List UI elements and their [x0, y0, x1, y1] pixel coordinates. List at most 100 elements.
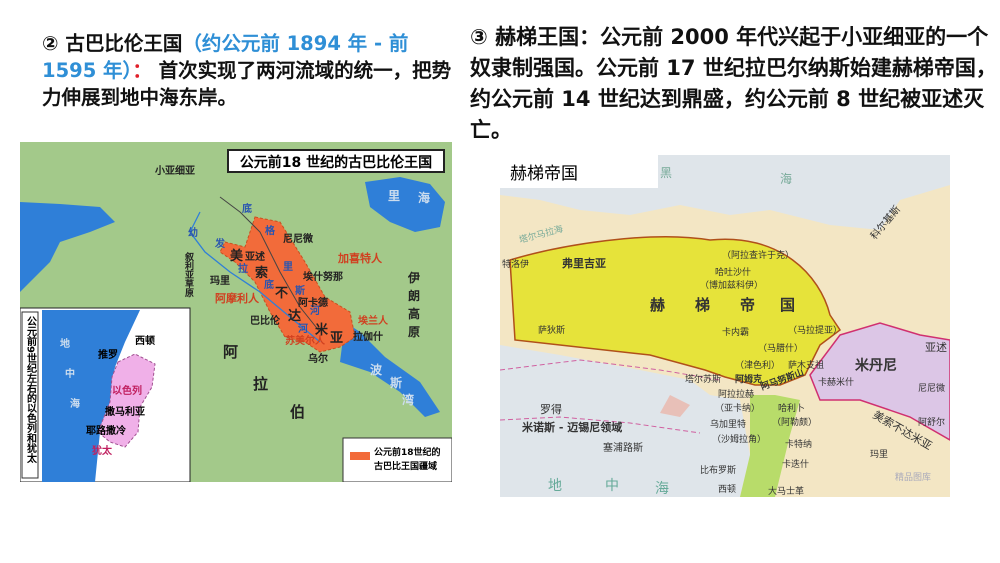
- label: 底: [242, 202, 252, 215]
- label: 犹太: [92, 444, 113, 457]
- label: （津色利）: [735, 359, 780, 371]
- label: 亚述: [245, 250, 265, 263]
- label: 格: [265, 224, 276, 237]
- label: 海: [655, 481, 669, 497]
- section-number: ③: [470, 25, 488, 49]
- label: 哈利卜: [778, 402, 805, 414]
- label: 斯: [390, 375, 402, 390]
- label: 达: [288, 308, 301, 324]
- colon: ：: [132, 59, 152, 82]
- label: 巴比伦: [250, 314, 281, 327]
- label: 斯: [295, 284, 305, 297]
- label: （博加兹科伊）: [700, 279, 763, 291]
- label: 波: [370, 362, 383, 377]
- watermark: 精品图库: [895, 471, 931, 483]
- label: 索: [255, 265, 268, 281]
- map-title-box: [500, 155, 658, 188]
- map-title: 公元前18 世纪的古巴比伦王国: [240, 154, 432, 171]
- label: 特洛伊: [502, 258, 529, 270]
- label: 米诺斯 - 迈锡尼领域: [521, 420, 622, 434]
- label: 地: [548, 478, 562, 494]
- label: 米丹尼: [855, 357, 897, 374]
- label: 乌加里特: [710, 418, 746, 430]
- map-title: 赫梯帝国: [510, 164, 578, 184]
- label: 里: [388, 188, 400, 203]
- label: 海: [780, 171, 792, 186]
- label: 梯: [695, 296, 710, 314]
- hittite-map: 赫梯帝国 黑 海 科尔基斯 弗里吉亚 特洛伊 塔尔马拉海 赫 梯 帝 国 （阿拉…: [500, 155, 950, 497]
- label: 埃兰人: [358, 314, 389, 327]
- section-number: ②: [42, 32, 59, 55]
- label: 塔尔苏斯: [685, 373, 721, 385]
- map-labels: 小亚细亚 里 海 底 格 里 斯 河 幼 发 拉 底 河 尼尼微 亚述 加喜特人…: [154, 164, 430, 421]
- label: 底: [264, 278, 274, 291]
- label: 叙利亚草原: [183, 251, 195, 298]
- section-title: 古巴比伦王国: [65, 32, 183, 55]
- label: 大马士革: [768, 485, 804, 497]
- label: 中: [605, 478, 619, 494]
- label: （阿勒颇）: [772, 416, 817, 428]
- label: 湾: [402, 392, 414, 407]
- label: 卡赫米什: [818, 376, 854, 388]
- label: 西顿: [718, 483, 736, 495]
- label: （沙姆拉角）: [712, 433, 766, 445]
- label: 小亚细亚: [154, 164, 195, 177]
- legend-text: 古巴比王国疆域: [374, 460, 437, 472]
- babylon-heading: ② 古巴比伦王国（约公元前 1894 年 - 前 1595 年）： 首次实现了两…: [42, 30, 462, 111]
- label: 苏美尔人: [285, 334, 326, 347]
- label: 塞浦路斯: [603, 441, 643, 454]
- label: 弗里吉亚: [562, 256, 606, 270]
- label: 不: [275, 286, 288, 301]
- label: 阿舒尔: [918, 416, 945, 428]
- label: 朗: [408, 288, 420, 303]
- label: 萨狄斯: [538, 324, 565, 336]
- label: 阿: [223, 343, 238, 361]
- label: 海: [70, 397, 80, 410]
- label: 撒马利亚: [105, 405, 145, 418]
- babylon-map: 公元前18 世纪的古巴比伦王国 小亚细亚 里 海 底 格 里 斯 河 幼 发 拉…: [20, 142, 452, 482]
- label: 阿卡德: [298, 296, 328, 309]
- legend-text: 公元前18世纪的: [374, 446, 441, 458]
- label: 国: [780, 296, 795, 314]
- label: 阿姆克: [735, 373, 762, 385]
- label: 阿摩利人: [215, 291, 260, 305]
- label: 地: [60, 337, 70, 350]
- label: 比布罗斯: [700, 464, 736, 476]
- label: 拉: [238, 262, 248, 275]
- label: 海: [418, 190, 430, 205]
- label: 幼: [188, 226, 198, 239]
- label: 玛里: [870, 449, 888, 460]
- label: （马腊什）: [758, 342, 803, 354]
- label: 以色列: [112, 384, 142, 397]
- inset-map: 公元前9世纪左右的以色列和犹太 地 中 海 西顿 推罗 以色列 撒马利亚 耶路撒…: [20, 307, 191, 482]
- label: 卡特纳: [785, 438, 812, 450]
- label: （亚卡纳）: [715, 402, 760, 414]
- label: 玛里: [210, 275, 230, 287]
- label: （阿拉查许于克）: [722, 249, 794, 261]
- section-body: 赫梯王国：公元前 2000 年代兴起于小亚细亚的一个奴隶制强国。公元前 17 世…: [470, 25, 997, 142]
- section-body: 首次实现了两河流域的统一，把势力伸展到地中海东岸。: [42, 59, 452, 109]
- label: 耶路撒冷: [86, 424, 126, 437]
- label: 亚: [330, 331, 343, 346]
- label: 尼尼微: [918, 382, 945, 394]
- label: 里: [283, 261, 293, 273]
- date-range: （约公元前 1894 年 - 前 1595 年）: [42, 32, 409, 82]
- label: 乌尔: [308, 352, 328, 365]
- label: 米: [315, 322, 329, 338]
- label: 卡内霸: [722, 326, 749, 338]
- label: 埃什努那: [303, 270, 343, 283]
- label: 加喜特人: [337, 251, 383, 265]
- label: 尼尼微: [283, 232, 314, 245]
- label: 伯: [290, 403, 305, 421]
- label: 赫: [650, 296, 665, 314]
- label: 美: [230, 248, 244, 264]
- label: 帝: [740, 296, 755, 314]
- label: 亚述: [925, 341, 947, 354]
- label: 西顿: [135, 334, 155, 347]
- label: （马拉提亚）: [788, 324, 842, 336]
- label: 伊: [407, 270, 420, 285]
- label: 黑: [660, 166, 672, 180]
- label: 推罗: [98, 348, 118, 361]
- label: 哈吐沙什: [715, 266, 751, 278]
- label: 拉伽什: [353, 330, 383, 343]
